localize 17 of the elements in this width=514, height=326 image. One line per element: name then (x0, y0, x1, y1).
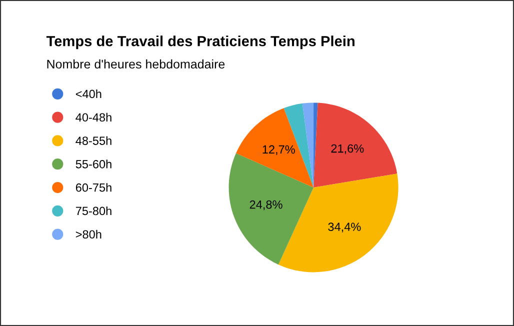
data-label: 34,4% (328, 222, 361, 232)
chart-subtitle: Nombre d'heures hebdomadaire (47, 59, 225, 69)
pie-slice (228, 153, 314, 265)
legend-label: 75-80h (76, 206, 112, 216)
pie-slice (236, 108, 314, 188)
legend-label: <40h (76, 89, 102, 98)
legend-label: 60-75h (76, 183, 112, 192)
chart-title: Temps de Travail des Praticiens Temps Plein (46, 36, 354, 50)
data-label: 24,8% (250, 200, 282, 210)
data-label: 21,6% (331, 144, 364, 154)
pie-slice (314, 102, 398, 188)
pie-slice (302, 102, 314, 188)
legend-label: >80h (76, 230, 102, 239)
legend-label: 48-55h (76, 136, 112, 145)
data-label: 12,7% (262, 145, 295, 156)
legend-label: 40-48h (76, 112, 112, 122)
legend-label: 55-60h (76, 160, 112, 168)
